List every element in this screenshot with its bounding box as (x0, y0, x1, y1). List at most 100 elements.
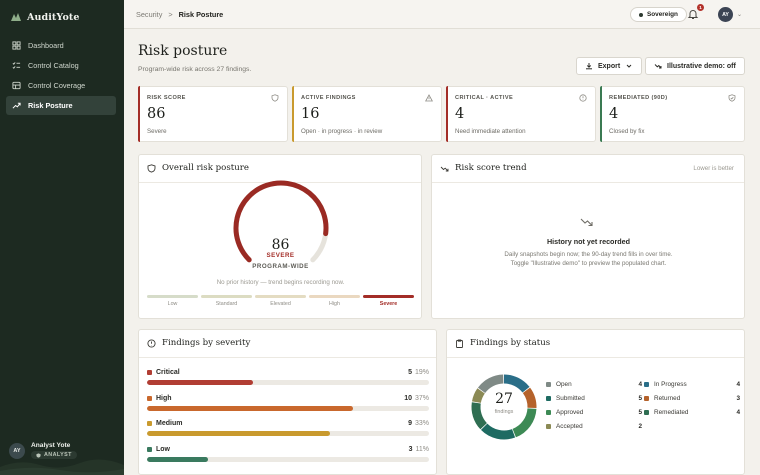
sidebar-nav: Dashboard Control Catalog Control Covera… (6, 36, 116, 116)
donut-slice-in-progress (503, 374, 530, 393)
severity-row-low: Low 3 11% (147, 444, 429, 462)
legend-swatch (644, 382, 649, 387)
user-role-badge: ANALYST (31, 451, 77, 459)
severity-row-critical: Critical 5 19% (147, 367, 429, 385)
sidebar-item-dashboard[interactable]: Dashboard (6, 36, 116, 55)
breadcrumb: Security > Risk Posture (136, 10, 223, 19)
export-label: Export (598, 62, 621, 70)
shield-icon (147, 163, 156, 173)
legend-swatch (644, 396, 649, 401)
kpi-sub: Severe (147, 128, 167, 135)
overall-risk-panel: Overall risk posture 86 SEVERE PROGRAM-W… (138, 154, 422, 319)
scope-badge[interactable]: Sovereign (630, 7, 687, 22)
status-total-label: findings (494, 409, 514, 415)
kpi-risk-score: RISK SCORE 86 Severe (138, 86, 288, 142)
empty-state-line: Daily snapshots begin now; the 90-day tr… (504, 251, 673, 258)
sidebar: AuditYote Dashboard Control Catalog Cont… (0, 0, 124, 475)
scale-label: High (329, 301, 340, 307)
legend-label: In Progress (654, 381, 687, 388)
legend-label: Open (556, 381, 572, 388)
legend-swatch (546, 424, 551, 429)
breadcrumb-parent[interactable]: Security (136, 10, 163, 19)
kpi-remediated: REMEDIATED (90D) 4 Closed by fix (600, 86, 745, 142)
legend-count: 4 (736, 381, 740, 388)
legend-swatch (546, 410, 551, 415)
risk-scale: Low Standard Elevated High Severe (147, 295, 414, 307)
severity-count-wrap: 10 37% (404, 395, 429, 402)
sidebar-item-label: Risk Posture (28, 101, 73, 110)
severity-track (147, 457, 429, 462)
empty-state-line: Toggle "Illustrative demo" to preview th… (510, 260, 667, 268)
donut-slice-approved (512, 408, 537, 438)
sidebar-item-label: Control Coverage (28, 81, 86, 90)
user-avatar[interactable]: AY (718, 7, 733, 22)
scale-swatch (255, 295, 306, 298)
severity-count: 5 (408, 368, 412, 376)
status-legend-accepted: Accepted 2 (546, 423, 642, 430)
legend-count: 4 (638, 381, 642, 388)
severity-bar (147, 380, 253, 385)
kpi-critical-active: CRITICAL · ACTIVE 4 Need immediate atten… (446, 86, 596, 142)
sidebar-item-control-catalog[interactable]: Control Catalog (6, 56, 116, 75)
demo-toggle-button[interactable]: Illustrative demo: off (645, 57, 745, 75)
kpi-label: REMEDIATED (90D) (609, 95, 668, 101)
risk-score-value: 86 (271, 237, 290, 253)
severity-panel: Findings by severity Critical 5 19% High … (138, 329, 437, 475)
bell-icon[interactable] (687, 8, 699, 20)
severity-name-wrap: Critical (147, 369, 180, 376)
kpi-value: 16 (301, 106, 320, 122)
sidebar-item-label: Dashboard (28, 41, 64, 50)
legend-swatch (546, 382, 551, 387)
panel-header: Findings by status (455, 338, 550, 348)
sidebar-item-control-coverage[interactable]: Control Coverage (6, 76, 116, 95)
severity-name: Critical (156, 368, 180, 376)
scale-high: High (309, 295, 360, 307)
status-legend-returned: Returned 3 (644, 395, 740, 402)
panel-title: Overall risk posture (162, 163, 249, 173)
page-subtitle: Program-wide risk across 27 findings. (138, 66, 252, 73)
app-name: AuditYote (27, 11, 80, 23)
kpi-sub: Closed by fix (609, 128, 645, 135)
trend-down-icon (580, 218, 593, 227)
status-panel: Findings by status 27 findings Open 4 Sub… (446, 329, 745, 475)
panel-header: Risk score trend (440, 163, 527, 173)
user-role: ANALYST (44, 452, 72, 458)
risk-level: SEVERE (266, 252, 295, 259)
export-button[interactable]: Export (576, 57, 643, 75)
donut-slice-accepted (471, 388, 485, 404)
scale-swatch (147, 295, 198, 298)
kpi-accent (138, 86, 140, 142)
severity-swatch (147, 446, 152, 452)
avatar: AY (9, 442, 25, 459)
user-name: Analyst Yote (31, 442, 71, 449)
chevron-down-icon[interactable]: ⌄ (737, 12, 743, 18)
sidebar-user[interactable]: AY Analyst Yote ANALYST (9, 442, 77, 460)
warning-icon (425, 94, 433, 102)
severity-name-wrap: High (147, 395, 172, 402)
legend-count: 2 (638, 423, 642, 430)
trend-down-icon (440, 166, 449, 171)
severity-swatch (147, 369, 152, 375)
sidebar-item-risk-posture[interactable]: Risk Posture (6, 96, 116, 115)
severity-track (147, 431, 429, 436)
severity-pct: 11% (415, 445, 430, 453)
scale-standard: Standard (201, 295, 252, 307)
severity-pct: 37% (414, 394, 429, 402)
scale-swatch (309, 295, 360, 298)
dashboard-icon (12, 41, 21, 50)
donut-slice-remediated (471, 402, 488, 430)
clipboard-icon (456, 339, 463, 348)
kpi-accent (292, 86, 294, 142)
logo-icon (11, 13, 21, 21)
legend-swatch (644, 410, 649, 415)
legend-count: 3 (736, 395, 740, 402)
severity-bar (147, 457, 209, 462)
divider (447, 357, 744, 358)
brand[interactable]: AuditYote (10, 11, 80, 23)
gauge-fill (233, 180, 329, 263)
kpi-sub: Need immediate attention (455, 128, 526, 135)
legend-label: Approved (556, 409, 584, 416)
severity-bar (147, 406, 353, 411)
scale-label: Elevated (270, 301, 291, 307)
scale-swatch (363, 295, 414, 298)
